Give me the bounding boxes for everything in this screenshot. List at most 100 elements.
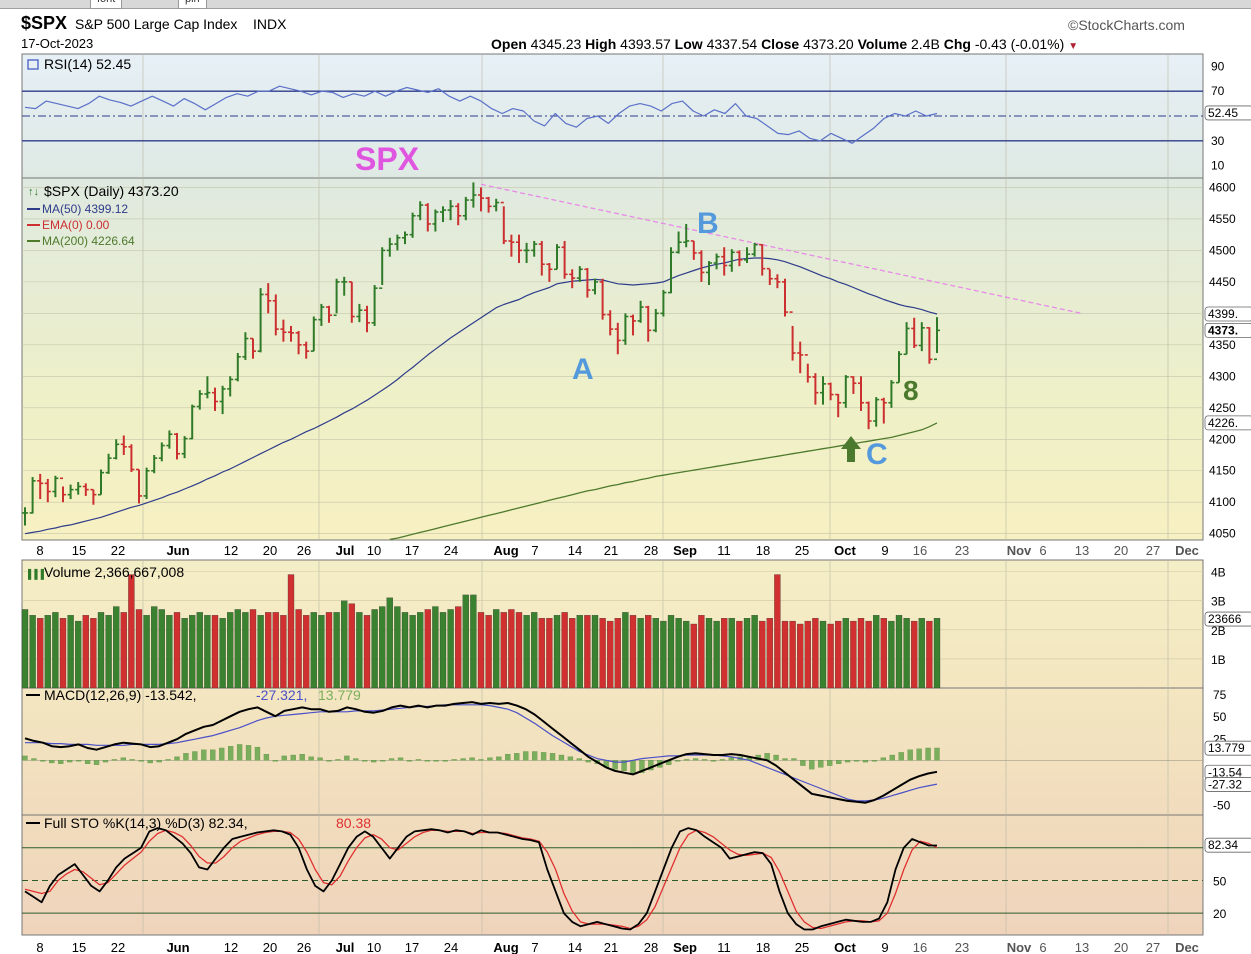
price-bar [835, 393, 842, 418]
volume-bar [569, 618, 576, 689]
price-bar [728, 249, 735, 272]
price-bar [782, 278, 788, 317]
macd-hist-bar [40, 760, 46, 762]
volume-bar [386, 597, 393, 689]
price-bar [713, 253, 720, 270]
price-bar [151, 455, 158, 474]
volume-bar [227, 612, 234, 689]
macd-hist-bar [317, 757, 323, 761]
price-bar [637, 300, 644, 323]
macd-hist-bar [353, 758, 359, 761]
macd-hist-bar [183, 753, 189, 761]
font-tab[interactable]: font [90, 0, 123, 9]
macd-hist-bar [93, 760, 100, 765]
macd-hist-bar [129, 759, 135, 761]
x-axis-label: 28 [644, 940, 658, 954]
macd-hist-bar [174, 756, 180, 761]
volume-bar [219, 618, 226, 689]
x-axis-label: 10 [367, 940, 381, 954]
volume-bar [44, 615, 51, 689]
volume-bar [356, 612, 363, 689]
stockcharts-brand: ©StockCharts.com [1068, 17, 1185, 33]
count-8-annotation: 8 [903, 375, 919, 406]
volume-bar [576, 615, 583, 689]
pin-tab[interactable]: pin [178, 0, 207, 9]
volume-bar [683, 620, 690, 689]
x-axis-label: 18 [756, 543, 770, 558]
volume-bar [303, 615, 310, 689]
volume-tick-label: 1B [1211, 653, 1226, 667]
price-bar [136, 468, 142, 504]
volume-bar [607, 620, 614, 689]
x-axis-label: 20 [263, 543, 277, 558]
volume-bar [485, 615, 492, 689]
high-label: High [585, 36, 617, 52]
volume-bar [470, 594, 477, 689]
price-bar [766, 267, 773, 286]
macd-hist-bar [433, 760, 439, 762]
x-axis-label: 15 [72, 940, 86, 954]
price-bar [926, 327, 933, 364]
close-value: 4373.20 [803, 36, 854, 52]
price-bar [569, 269, 576, 289]
volume-bar [105, 615, 112, 689]
volume-bar [417, 612, 424, 689]
price-bar [204, 376, 211, 399]
price-bar [888, 380, 895, 408]
price-bar [896, 351, 902, 384]
ma50-last-value: 4399. [1208, 307, 1238, 321]
volume-bar [705, 618, 713, 689]
price-bar [721, 247, 728, 276]
macd-hist-bar [442, 760, 448, 762]
volume-bar [363, 615, 371, 689]
volume-bar [895, 615, 903, 689]
price-bar [652, 308, 659, 333]
price-bar [797, 341, 804, 374]
volume-bar [926, 620, 933, 689]
price-bar [120, 435, 127, 456]
volume-bar [29, 615, 36, 689]
price-bar [356, 303, 363, 323]
x-axis-label: 22 [111, 940, 125, 954]
volume-bar [789, 620, 796, 689]
macd-hist-bar [397, 757, 404, 761]
price-bar [592, 278, 598, 295]
volume-bar [515, 612, 523, 689]
price-bar [698, 250, 705, 282]
x-axis-label: 12 [224, 940, 238, 954]
rsi-tick-label: 30 [1211, 134, 1225, 148]
macd-hist-bar [67, 760, 73, 763]
macd-hist-bar [907, 749, 913, 761]
x-axis-label: Nov [1007, 940, 1032, 954]
x-axis-label: 8 [36, 940, 43, 954]
x-axis-label: 24 [444, 940, 458, 954]
x-axis-label: Jun [166, 543, 189, 558]
price-bar [318, 303, 325, 326]
price-tick-label: 4150 [1209, 464, 1236, 478]
price-bar [842, 375, 849, 408]
macd-hist-bar [219, 747, 225, 761]
macd-hist-bar [621, 760, 627, 772]
x-axis-label: Aug [493, 940, 518, 954]
x-axis-label: 22 [111, 543, 125, 558]
x-axis-label: 11 [717, 543, 731, 558]
price-bar [250, 337, 256, 359]
price-bar [379, 247, 386, 289]
x-axis-label: 23 [955, 940, 969, 954]
macd-hist-bar [630, 760, 636, 775]
macd-signal-last-value: -27.32 [1208, 777, 1242, 791]
volume-bar [158, 609, 165, 689]
x-axis-label: Jun [166, 940, 189, 954]
volume-bar [774, 574, 781, 689]
volume-bar [546, 618, 553, 689]
down-arrow-icon: ▼ [1068, 41, 1079, 52]
price-bar [364, 305, 370, 333]
macd-hist-bar [58, 760, 64, 764]
macd-hist-bar [523, 751, 529, 761]
price-bar [744, 247, 750, 263]
x-axis-label: 14 [568, 940, 582, 954]
volume-bar [553, 615, 561, 689]
price-bar [98, 469, 104, 496]
price-bar [440, 206, 446, 223]
x-axis-label: 6 [1039, 940, 1046, 954]
